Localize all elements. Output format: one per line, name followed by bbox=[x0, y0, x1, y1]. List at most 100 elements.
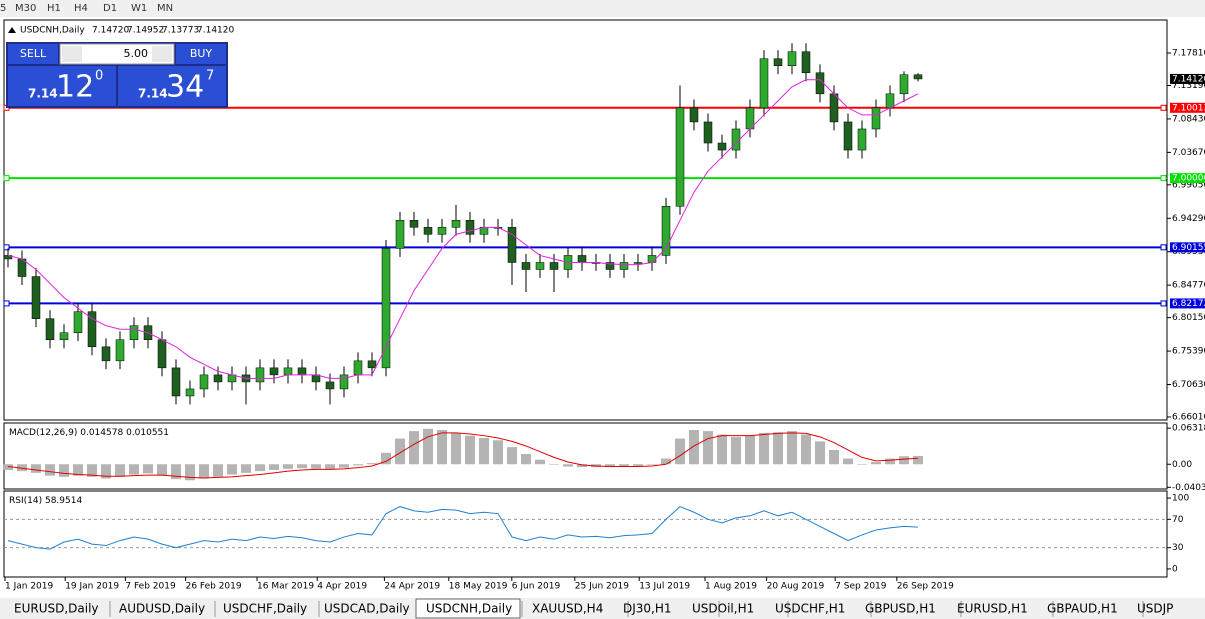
tab-label[interactable]: EURUSD,Daily bbox=[14, 602, 99, 616]
candle-body bbox=[59, 332, 69, 341]
candle-body bbox=[843, 121, 853, 151]
candle-body bbox=[199, 374, 209, 390]
timeframe-button[interactable]: H1 bbox=[47, 3, 61, 14]
macd-bar bbox=[423, 428, 433, 465]
tab-label[interactable]: USDCAD,Daily bbox=[324, 602, 410, 616]
macd-bar bbox=[115, 464, 125, 477]
x-tick-label: 18 May 2019 bbox=[449, 582, 508, 592]
x-tick-label: 26 Feb 2019 bbox=[186, 582, 242, 592]
macd-bar bbox=[171, 464, 181, 480]
macd-bar bbox=[605, 464, 615, 468]
x-tick-label: 7 Feb 2019 bbox=[125, 582, 176, 592]
macd-bar bbox=[157, 464, 167, 476]
rsi-title: RSI(14) 58.9514 bbox=[9, 496, 82, 506]
x-tick-label: 25 Jun 2019 bbox=[575, 582, 629, 592]
macd-bar bbox=[759, 432, 769, 465]
y-tick-label: -0.04035 bbox=[1172, 483, 1205, 493]
macd-bar bbox=[801, 434, 811, 465]
level-label-bg bbox=[1170, 242, 1205, 253]
bid-pips: 12 bbox=[56, 70, 94, 105]
tab-label[interactable]: USDCHF,H1 bbox=[775, 602, 845, 616]
y-tick-label: 7.08430 bbox=[1172, 114, 1205, 124]
candle-body bbox=[675, 107, 685, 207]
x-tick-label: 1 Aug 2019 bbox=[705, 582, 757, 592]
macd-bar bbox=[199, 464, 209, 479]
tab-label[interactable]: EURUSD,H1 bbox=[957, 602, 1028, 616]
macd-bar bbox=[381, 452, 391, 465]
macd-bar bbox=[857, 464, 867, 465]
y-tick-label: 0 bbox=[1172, 564, 1178, 574]
candle-body bbox=[885, 93, 895, 109]
candle-body bbox=[115, 339, 125, 362]
tab-label[interactable]: DJ30,H1 bbox=[623, 602, 672, 616]
tab-label[interactable]: USDCHF,Daily bbox=[223, 602, 307, 616]
y-tick-label: 6.66010 bbox=[1172, 412, 1205, 422]
macd-bar bbox=[283, 464, 293, 469]
last-price-bg bbox=[1170, 73, 1205, 84]
rsi-title-part: RSI(14) bbox=[9, 496, 42, 506]
timeframe-button[interactable]: M30 bbox=[15, 3, 36, 14]
macd-bar bbox=[787, 431, 797, 465]
tab-label[interactable]: USDOil,H1 bbox=[692, 602, 754, 616]
tab-label[interactable]: XAUUSD,H4 bbox=[532, 602, 603, 616]
candle-body bbox=[395, 220, 405, 249]
y-tick-label: 6.94290 bbox=[1172, 214, 1205, 224]
sell-button[interactable] bbox=[8, 44, 58, 64]
volume-value[interactable]: 5.00 bbox=[124, 47, 149, 60]
timeframe-button[interactable]: D1 bbox=[103, 3, 117, 14]
ask-pips: 34 bbox=[166, 70, 204, 105]
bid-box[interactable] bbox=[8, 66, 116, 106]
macd-bar bbox=[675, 438, 685, 465]
candle-body bbox=[605, 262, 615, 270]
candle-body bbox=[339, 374, 349, 390]
macd-bar bbox=[871, 461, 881, 465]
macd-bar bbox=[437, 429, 447, 465]
macd-bar bbox=[731, 436, 741, 465]
volume-up[interactable] bbox=[152, 46, 172, 62]
macd-bar bbox=[353, 464, 363, 466]
ask-box[interactable] bbox=[118, 66, 226, 106]
tab-label[interactable]: AUDUSD,Daily bbox=[119, 602, 205, 616]
macd-bar bbox=[339, 464, 349, 468]
buy-button[interactable] bbox=[176, 44, 226, 64]
macd-bar bbox=[325, 464, 335, 470]
timeframe-button[interactable]: MN bbox=[157, 3, 173, 14]
buy-label[interactable]: BUY bbox=[190, 47, 213, 60]
timeframe-button[interactable]: H4 bbox=[74, 3, 88, 14]
sell-label[interactable]: SELL bbox=[20, 47, 47, 60]
level-handle bbox=[1160, 244, 1167, 251]
tab-label[interactable]: GBPUSD,H1 bbox=[865, 602, 936, 616]
tab-label[interactable]: USDCNH,Daily bbox=[426, 602, 512, 616]
volume-input[interactable] bbox=[59, 43, 175, 65]
macd-bar bbox=[101, 464, 111, 479]
macd-bar bbox=[3, 464, 13, 470]
candle-body bbox=[367, 360, 377, 369]
candle-body bbox=[423, 227, 433, 235]
level-handle bbox=[1160, 104, 1167, 111]
active-tab bbox=[415, 598, 521, 619]
candle-body bbox=[717, 142, 727, 151]
rsi-title-part: 58.9514 bbox=[45, 496, 82, 506]
toolbar bbox=[0, 0, 1205, 17]
tab-label[interactable]: USDJP bbox=[1137, 602, 1173, 616]
tab-bar bbox=[0, 598, 1205, 619]
timeframe-button[interactable]: 5 bbox=[0, 3, 6, 14]
candle-body bbox=[759, 58, 769, 109]
volume-down[interactable] bbox=[62, 46, 82, 62]
level-label: 7.10013 bbox=[1172, 103, 1205, 113]
level-handle bbox=[1160, 175, 1167, 182]
macd-bar bbox=[451, 432, 461, 465]
tab-label[interactable]: GBPAUD,H1 bbox=[1047, 602, 1118, 616]
candle-body bbox=[451, 220, 461, 228]
macd-bar bbox=[661, 458, 671, 465]
level-handle bbox=[3, 300, 10, 307]
level-label: 6.82172 bbox=[1172, 299, 1205, 309]
macd-bar bbox=[87, 464, 97, 477]
timeframe-button[interactable]: W1 bbox=[131, 3, 147, 14]
ask-frac: 7 bbox=[206, 69, 214, 84]
y-tick-label: 70 bbox=[1172, 515, 1184, 525]
x-tick-label: 1 Jan 2019 bbox=[5, 582, 53, 592]
x-tick-label: 26 Sep 2019 bbox=[897, 582, 954, 592]
ohlc-value: 7.14720 bbox=[92, 26, 129, 36]
candle-body bbox=[101, 346, 111, 362]
